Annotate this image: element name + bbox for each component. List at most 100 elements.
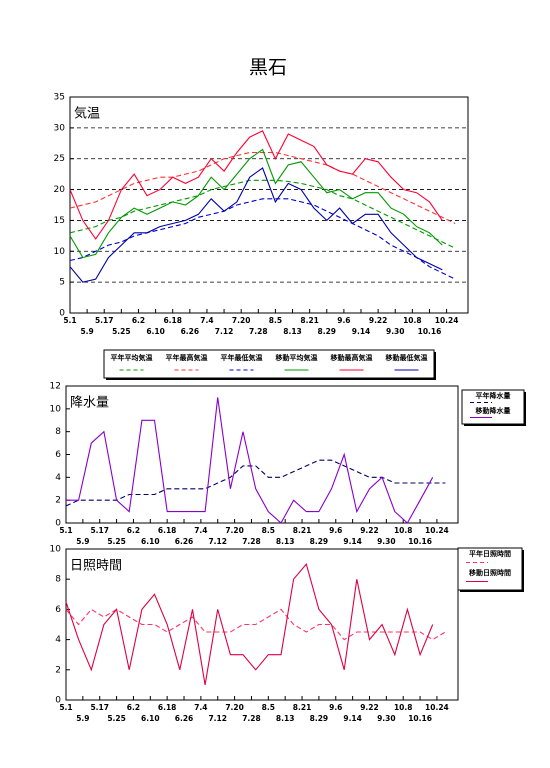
x-tick-label: 9.30 (386, 327, 405, 336)
legend-label: 移動平均気温 (276, 353, 318, 362)
y-tick-label: 10 (50, 404, 62, 414)
y-tick-label: 35 (54, 93, 65, 103)
series-line (69, 167, 443, 283)
x-tick-label: 7.28 (249, 327, 268, 336)
y-tick-label: 5 (59, 278, 65, 288)
series-line (65, 608, 446, 641)
x-tick-label: 5.9 (76, 714, 89, 723)
x-tick-label: 10.8 (403, 316, 422, 325)
x-tick-label: 9.14 (343, 537, 362, 546)
x-tick-label: 8.21 (293, 703, 312, 712)
series-line (69, 179, 456, 249)
legend-label: 平年降水量 (476, 391, 511, 400)
x-tick-label: 10.24 (425, 526, 449, 535)
plot-frame (65, 548, 459, 701)
x-tick-label: 9.22 (360, 703, 379, 712)
x-tick-label: 6.18 (158, 703, 177, 712)
series-line (69, 198, 456, 280)
x-tick-label: 5.17 (95, 316, 114, 325)
x-tick-label: 6.18 (158, 526, 177, 535)
x-tick-label: 5.9 (76, 537, 89, 546)
y-tick-label: 2 (55, 665, 61, 675)
x-tick-label: 8.29 (318, 327, 337, 336)
legend-label: 平年最低気温 (221, 353, 263, 362)
y-tick-label: 6 (55, 450, 61, 460)
x-tick-label: 7.20 (225, 526, 244, 535)
x-tick-label: 5.25 (107, 537, 126, 546)
legend-label: 平年最高気温 (166, 353, 208, 362)
x-tick-label: 6.2 (127, 526, 140, 535)
x-tick-label: 8.5 (262, 703, 275, 712)
y-tick-label: 20 (54, 185, 66, 195)
x-tick-label: 6.18 (163, 316, 182, 325)
x-tick-label: 6.10 (141, 537, 160, 546)
legend-label: 移動日照時間 (469, 568, 511, 577)
x-tick-label: 9.30 (377, 537, 396, 546)
x-tick-label: 7.28 (242, 714, 261, 723)
x-tick-label: 6.26 (175, 537, 194, 546)
x-tick-label: 6.10 (146, 327, 165, 336)
legend-label: 平年平均気温 (111, 353, 153, 362)
x-tick-label: 7.20 (225, 703, 244, 712)
x-tick-label: 8.29 (310, 537, 329, 546)
y-tick-label: 30 (54, 123, 66, 133)
x-tick-label: 9.22 (360, 526, 379, 535)
legend-label: 平年日照時間 (469, 549, 511, 558)
x-tick-label: 6.2 (127, 703, 140, 712)
plot-frame (69, 96, 469, 314)
x-tick-label: 9.30 (377, 714, 396, 723)
x-tick-label: 9.22 (369, 316, 388, 325)
y-tick-label: 4 (55, 473, 61, 483)
y-tick-label: 4 (55, 635, 61, 645)
x-tick-label: 7.12 (208, 714, 227, 723)
annotation: 降水量 (70, 396, 109, 411)
y-tick-label: 0 (59, 309, 65, 319)
x-tick-label: 10.16 (408, 537, 432, 546)
x-tick-label: 10.8 (394, 703, 413, 712)
x-tick-label: 10.16 (408, 714, 432, 723)
y-tick-label: 6 (55, 605, 61, 615)
x-tick-label: 10.24 (435, 316, 459, 325)
x-tick-label: 8.21 (293, 526, 312, 535)
y-tick-label: 0 (55, 696, 61, 706)
x-tick-label: 7.4 (194, 703, 207, 712)
annotation: 日照時間 (70, 559, 122, 574)
x-tick-label: 9.6 (329, 703, 342, 712)
x-tick-label: 8.5 (262, 526, 275, 535)
x-tick-label: 9.6 (329, 526, 342, 535)
x-tick-label: 5.1 (59, 703, 72, 712)
legend-box (461, 389, 525, 425)
y-tick-label: 10 (54, 247, 66, 257)
x-tick-label: 6.10 (141, 714, 160, 723)
y-tick-label: 0 (55, 519, 61, 529)
legend-box (103, 349, 435, 379)
x-tick-label: 5.25 (107, 714, 126, 723)
x-tick-label: 9.14 (352, 327, 371, 336)
x-tick-label: 5.25 (112, 327, 131, 336)
x-tick-label: 5.17 (90, 703, 109, 712)
y-tick-label: 25 (54, 154, 65, 164)
x-tick-label: 8.29 (310, 714, 329, 723)
x-tick-label: 9.6 (337, 316, 350, 325)
x-tick-label: 8.13 (276, 537, 295, 546)
x-tick-label: 8.13 (283, 327, 302, 336)
y-tick-label: 12 (50, 382, 61, 392)
x-tick-label: 7.4 (200, 316, 213, 325)
x-tick-label: 7.20 (232, 316, 251, 325)
x-tick-label: 7.28 (242, 537, 261, 546)
y-tick-label: 15 (54, 216, 65, 226)
plot-frame (65, 385, 459, 524)
series-line (69, 130, 443, 240)
legend-box (457, 547, 523, 591)
x-tick-label: 10.24 (425, 703, 449, 712)
x-tick-label: 5.1 (63, 316, 76, 325)
x-tick-label: 6.26 (181, 327, 200, 336)
y-tick-label: 10 (50, 545, 62, 555)
y-tick-label: 2 (55, 496, 61, 506)
y-tick-label: 8 (55, 575, 61, 585)
series-line (69, 151, 456, 224)
series-line (69, 148, 443, 259)
x-tick-label: 8.13 (276, 714, 295, 723)
series-line (65, 459, 446, 507)
